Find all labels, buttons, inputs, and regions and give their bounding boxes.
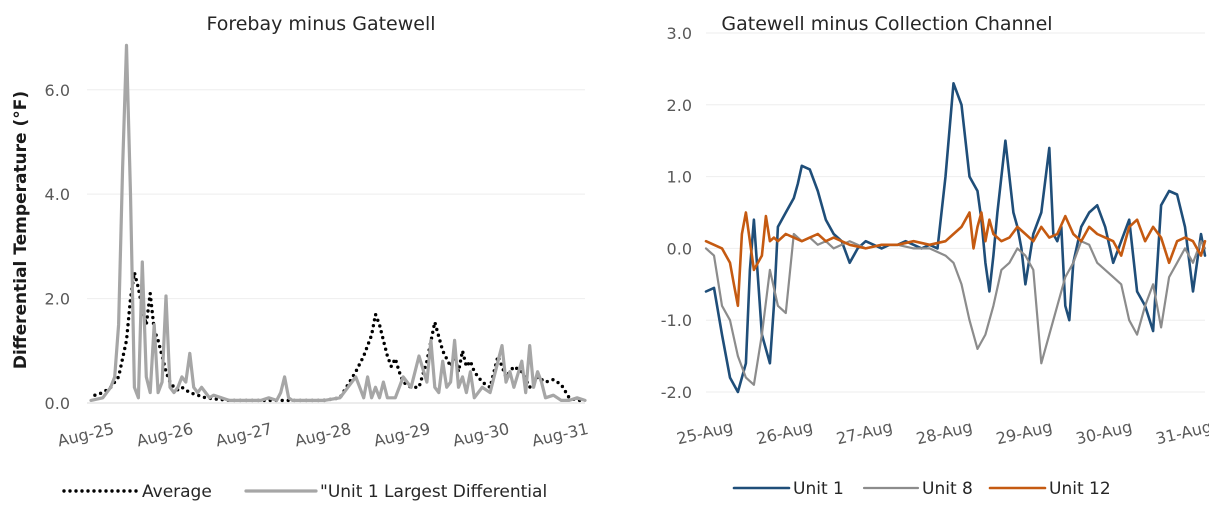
legend-label: Unit 8	[922, 479, 973, 499]
x-tick-label: Aug-25	[56, 419, 116, 450]
x-tick-label: Aug-29	[372, 419, 432, 450]
x-tick-label: Aug-28	[293, 419, 353, 450]
x-tick-label: 25-Aug	[675, 417, 735, 448]
x-tick-label: 31-Aug	[1154, 417, 1209, 448]
x-tick-label: Aug-27	[214, 419, 274, 450]
legend: Unit 1 Unit 8 Unit 12	[732, 479, 1111, 499]
legend-label: Unit 12	[1049, 479, 1111, 499]
chart-title: Forebay minus Gatewell	[206, 13, 435, 35]
x-tick-label: Aug-30	[451, 419, 511, 450]
series-line-3	[704, 211, 1207, 308]
series-line-1	[93, 270, 587, 403]
y-tick-label: -1.0	[661, 311, 692, 330]
x-tick-label: 27-Aug	[835, 417, 895, 448]
chart-title: Gatewell minus Collection Channel	[721, 13, 1052, 35]
chart-forebay-minus-gatewell: Forebay minus Gatewell Differential Temp…	[11, 13, 590, 502]
y-tick-label: 0.0	[45, 394, 70, 413]
y-tick-label: 2.0	[45, 290, 70, 309]
legend: Average "Unit 1 Largest Differential	[62, 482, 547, 502]
legend-label: Average	[142, 482, 212, 502]
y-tick-label: 0.0	[667, 239, 692, 258]
x-tick-label: 29-Aug	[994, 417, 1054, 448]
y-tick-label: 2.0	[667, 96, 692, 115]
y-tick-label: -2.0	[661, 383, 692, 402]
x-tick-label: 30-Aug	[1074, 417, 1134, 448]
legend-label: "Unit 1 Largest Differential	[320, 482, 547, 502]
y-tick-label: 1.0	[667, 168, 692, 187]
y-tick-label: 6.0	[45, 81, 70, 100]
x-tick-label: Aug-31	[530, 419, 590, 450]
x-tick-label: Aug-26	[135, 419, 195, 450]
series-line-1	[704, 82, 1207, 394]
y-tick-label: 4.0	[45, 185, 70, 204]
y-tick-label: 3.0	[667, 24, 692, 43]
y-axis-label: Differential Temperature (°F)	[11, 91, 31, 369]
x-tick-label: 26-Aug	[755, 417, 815, 448]
series-line-2	[89, 43, 587, 402]
x-tick-label: 28-Aug	[914, 417, 974, 448]
series-line-2	[704, 232, 1207, 386]
legend-label: Unit 1	[793, 479, 844, 499]
chart-gatewell-minus-collection-channel: Gatewell minus Collection Channel -2.0 -1…	[661, 13, 1209, 499]
